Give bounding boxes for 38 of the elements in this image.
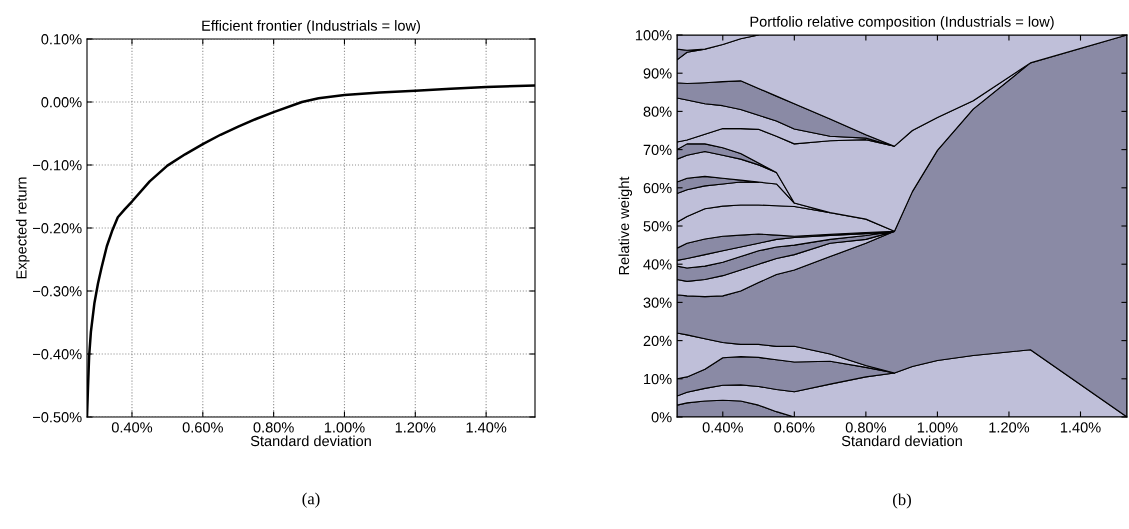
- y-tick-label: 100%: [635, 30, 672, 41]
- y-tick-label: 0.00%: [41, 97, 82, 108]
- y-tick-label: 0.10%: [41, 34, 82, 45]
- y-tick-label: −0.10%: [32, 160, 82, 171]
- text: (b): [893, 493, 911, 509]
- x-tick-label: 0.60%: [774, 422, 815, 433]
- x-tick-label: 0.80%: [253, 422, 294, 433]
- y-tick-label: 20%: [643, 335, 672, 347]
- y-axis-title: Expected return: [15, 177, 30, 279]
- y-tick-label: 30%: [643, 297, 672, 308]
- y-tick-label: 10%: [644, 373, 672, 385]
- x-tick-label: 1.20%: [989, 422, 1030, 433]
- y-tick-label: 0%: [651, 412, 672, 423]
- x-tick-label: 0.80%: [845, 422, 887, 433]
- text: (a): [302, 492, 320, 508]
- x-axis-title: Standard deviation: [841, 435, 962, 447]
- x-axis-title: Standard deviation: [250, 435, 371, 447]
- y-tick-label: −0.40%: [32, 349, 82, 360]
- x-tick-label: 0.60%: [182, 422, 223, 433]
- y-tick-label: −0.50%: [32, 412, 82, 423]
- x-tick-label: 1.40%: [466, 422, 507, 433]
- y-tick-label: 50%: [643, 221, 672, 232]
- y-tick-label: 80%: [643, 106, 672, 117]
- y-tick-label: 40%: [643, 259, 672, 270]
- x-tick-label: 0.40%: [702, 422, 743, 433]
- x-tick-label: 0.40%: [111, 422, 153, 433]
- y-tick-label: 90%: [643, 68, 672, 79]
- x-tick-label: 1.40%: [1060, 422, 1101, 433]
- x-tick-label: 1.00%: [917, 422, 958, 433]
- y-tick-label: −0.30%: [32, 286, 82, 297]
- y-axis-title: Relative weight: [618, 176, 633, 275]
- y-tick-label: 60%: [643, 182, 672, 194]
- x-tick-label: 1.20%: [395, 422, 436, 433]
- chart-title: Portfolio relative composition (Industrials = low): [750, 16, 1054, 30]
- y-tick-label: −0.20%: [32, 223, 82, 234]
- x-tick-label: 1.00%: [324, 422, 365, 433]
- chart-title: Efficient frontier (Industrials = low): [202, 20, 420, 34]
- y-tick-label: 70%: [643, 144, 672, 156]
